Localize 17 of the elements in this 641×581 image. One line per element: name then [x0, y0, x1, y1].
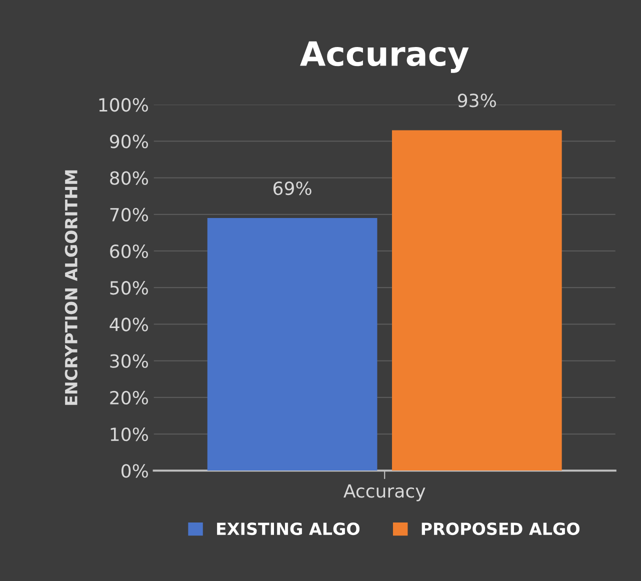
- legend-label: PROPOSED ALGO: [422, 522, 580, 536]
- y-tick-label: 0%: [122, 464, 148, 478]
- y-tick-label: 20%: [110, 390, 148, 405]
- y-tick-label: 80%: [110, 171, 148, 185]
- y-tick-label: 40%: [110, 318, 148, 332]
- y-tick-label: 60%: [110, 244, 148, 258]
- y-tick-label: 100%: [99, 98, 148, 112]
- text: Accuracy: [344, 484, 426, 502]
- y-axis-title: ENCRYPTION ALGORITHM: [64, 170, 78, 405]
- y-tick-label: 10%: [110, 427, 148, 442]
- y-tick-label: 70%: [110, 208, 148, 222]
- data-label: 69%: [273, 181, 312, 196]
- y-tick-label: 90%: [110, 134, 148, 148]
- legend-label: EXISTING ALGO: [217, 522, 360, 536]
- data-label: 93%: [458, 94, 496, 108]
- y-tick-label: 50%: [110, 281, 148, 295]
- y-tick-label: 30%: [110, 354, 148, 368]
